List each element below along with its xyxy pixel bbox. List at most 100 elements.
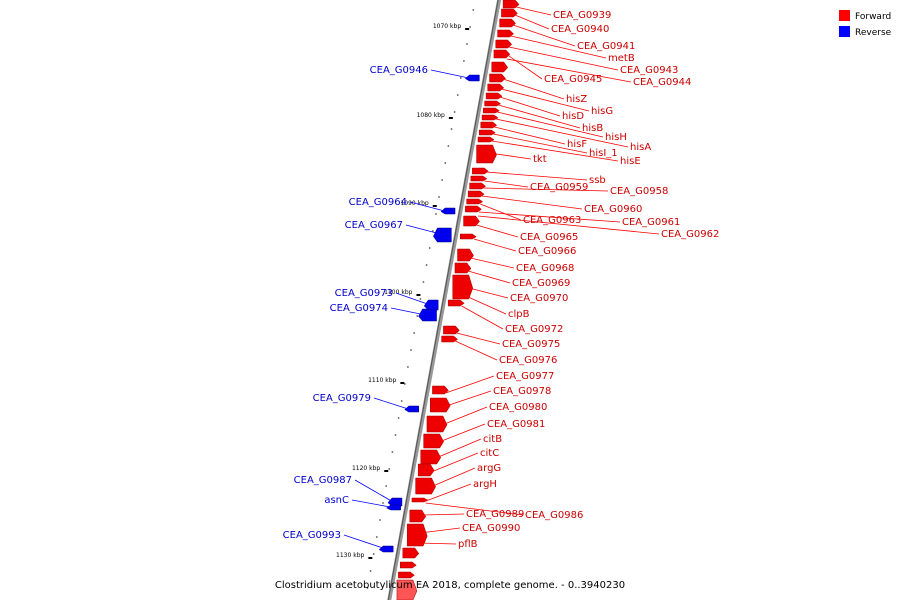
forward-gene-block xyxy=(448,300,464,306)
gene-label-cea-g0944[interactable]: CEA_G0944 xyxy=(633,77,691,88)
gene-label-cea-g0968[interactable]: CEA_G0968 xyxy=(516,263,574,274)
gene-label-asnc[interactable]: asnC xyxy=(324,495,349,506)
gene-label-cea-g0945[interactable]: CEA_G0945 xyxy=(544,74,602,85)
leader-line-cea-g0940 xyxy=(515,15,549,29)
minor-tick-dot xyxy=(385,485,387,487)
forward-gene-block xyxy=(407,524,427,546)
gene-label-cea-g0993[interactable]: CEA_G0993 xyxy=(283,530,341,541)
leader-line-ssb xyxy=(486,172,587,180)
gene-label-cea-g0961[interactable]: CEA_G0961 xyxy=(622,217,680,228)
gene-label-cea-g0977[interactable]: CEA_G0977 xyxy=(496,371,554,382)
forward-gene-block xyxy=(468,191,484,197)
gene-label-cea-g0963[interactable]: CEA_G0963 xyxy=(523,215,581,226)
minor-tick-dot xyxy=(373,553,375,555)
gene-label-hisi-1[interactable]: hisI_1 xyxy=(589,148,618,159)
gene-label-ssb[interactable]: ssb xyxy=(589,175,606,186)
minor-tick-dot xyxy=(382,502,384,504)
gene-label-argh[interactable]: argH xyxy=(473,479,497,490)
gene-label-hisg[interactable]: hisG xyxy=(591,106,613,117)
gene-label-cea-g0980[interactable]: CEA_G0980 xyxy=(489,402,547,413)
gene-label-cea-g0976[interactable]: CEA_G0976 xyxy=(499,355,557,366)
legend-label-reverse: Reverse xyxy=(855,28,892,38)
minor-tick-dot xyxy=(423,281,425,283)
forward-gene-block xyxy=(430,398,450,412)
minor-tick-dot xyxy=(413,332,415,334)
minor-tick-dot xyxy=(398,417,400,419)
minor-tick-dot xyxy=(388,468,390,470)
tick-label-1110-kbp: 1110 kbp xyxy=(368,377,396,384)
gene-label-hisz[interactable]: hisZ xyxy=(566,94,587,105)
gene-label-cea-g0958[interactable]: CEA_G0958 xyxy=(610,186,668,197)
forward-gene-block xyxy=(398,572,414,578)
gene-label-hish[interactable]: hisH xyxy=(605,132,627,143)
gene-label-cea-g0959[interactable]: CEA_G0959 xyxy=(530,182,588,193)
reverse-gene-block xyxy=(379,546,393,552)
tick-label-1120-kbp: 1120 kbp xyxy=(352,465,380,472)
gene-label-cea-g0966[interactable]: CEA_G0966 xyxy=(518,246,576,257)
minor-tick-dot xyxy=(426,264,428,266)
reverse-gene-block xyxy=(424,300,438,310)
minor-tick-dot xyxy=(469,26,471,28)
gene-label-cea-g0941[interactable]: CEA_G0941 xyxy=(577,41,635,52)
gene-label-clpb[interactable]: clpB xyxy=(508,309,530,320)
gene-label-cea-g0967[interactable]: CEA_G0967 xyxy=(345,220,403,231)
gene-label-hise[interactable]: hisE xyxy=(620,156,641,167)
gene-label-argg[interactable]: argG xyxy=(477,463,501,474)
gene-label-cea-g0978[interactable]: CEA_G0978 xyxy=(493,386,551,397)
gene-label-cea-g0975[interactable]: CEA_G0975 xyxy=(502,339,560,350)
forward-gene-block xyxy=(483,108,499,113)
gene-label-cea-g0940[interactable]: CEA_G0940 xyxy=(551,24,609,35)
leader-line-cea-g0967 xyxy=(406,225,440,234)
gene-label-cea-g0989[interactable]: CEA_G0989 xyxy=(466,509,524,520)
gene-label-cea-g0979[interactable]: CEA_G0979 xyxy=(313,393,371,404)
gene-label-tkt[interactable]: tkt xyxy=(533,154,547,165)
leader-line-cea-g0977 xyxy=(446,376,494,393)
leader-line-cea-g0976 xyxy=(455,341,497,360)
gene-label-cea-g0964[interactable]: CEA_G0964 xyxy=(349,197,407,208)
leader-line-asnc xyxy=(352,500,390,507)
gene-label-hisd[interactable]: hisD xyxy=(562,111,584,122)
leader-line-cea-g0979 xyxy=(374,398,408,409)
legend-swatch-reverse xyxy=(839,26,850,37)
gene-label-cea-g0973[interactable]: CEA_G0973 xyxy=(335,288,393,299)
forward-gene-block xyxy=(460,234,476,239)
gene-label-cea-g0987[interactable]: CEA_G0987 xyxy=(294,475,352,486)
tick-label-1130-kbp: 1130 kbp xyxy=(336,552,364,559)
gene-label-cea-g0974[interactable]: CEA_G0974 xyxy=(330,303,388,314)
gene-label-citc[interactable]: citC xyxy=(480,448,499,459)
gene-label-pflb[interactable]: pflB xyxy=(458,539,478,550)
gene-label-cea-g0965[interactable]: CEA_G0965 xyxy=(520,232,578,243)
gene-label-cea-g0986[interactable]: CEA_G0986 xyxy=(525,510,583,521)
gene-label-hisf[interactable]: hisF xyxy=(567,139,587,150)
minor-tick-dot xyxy=(444,162,446,164)
forward-gene-block xyxy=(479,130,495,135)
minor-tick-dot xyxy=(447,145,449,147)
gene-label-cea-g0972[interactable]: CEA_G0972 xyxy=(505,324,563,335)
gene-label-cea-g0962[interactable]: CEA_G0962 xyxy=(661,229,719,240)
gene-label-cea-g0969[interactable]: CEA_G0969 xyxy=(512,278,570,289)
leader-line-cea-g0939 xyxy=(516,7,551,15)
genome-map: 1070 kbp1080 kbp1090 kbp1100 kbp1110 kbp… xyxy=(0,0,900,600)
leader-line-cea-g0968 xyxy=(470,258,514,268)
leader-line-cea-g0978 xyxy=(443,391,491,407)
minor-tick-dot xyxy=(416,315,418,317)
tick-label-1080-kbp: 1080 kbp xyxy=(417,112,445,119)
minor-tick-dot xyxy=(472,9,474,11)
gene-label-citb[interactable]: citB xyxy=(483,434,502,445)
forward-gene-block xyxy=(403,548,419,558)
gene-label-cea-g0939[interactable]: CEA_G0939 xyxy=(553,10,611,21)
reverse-gene-block xyxy=(419,309,437,321)
gene-label-cea-g0943[interactable]: CEA_G0943 xyxy=(620,65,678,76)
forward-gene-block xyxy=(494,50,510,58)
gene-label-hisb[interactable]: hisB xyxy=(582,123,603,134)
gene-label-cea-g0970[interactable]: CEA_G0970 xyxy=(510,293,568,304)
leader-line-cea-g0990 xyxy=(420,528,460,533)
forward-gene-block xyxy=(465,206,481,212)
gene-label-cea-g0990[interactable]: CEA_G0990 xyxy=(462,523,520,534)
leader-line-cea-g0960 xyxy=(482,196,582,209)
gene-label-cea-g0946[interactable]: CEA_G0946 xyxy=(370,65,428,76)
gene-label-metb[interactable]: metB xyxy=(608,53,635,64)
gene-label-cea-g0981[interactable]: CEA_G0981 xyxy=(487,419,545,430)
gene-label-hisa[interactable]: hisA xyxy=(630,142,651,153)
gene-label-cea-g0960[interactable]: CEA_G0960 xyxy=(584,204,642,215)
